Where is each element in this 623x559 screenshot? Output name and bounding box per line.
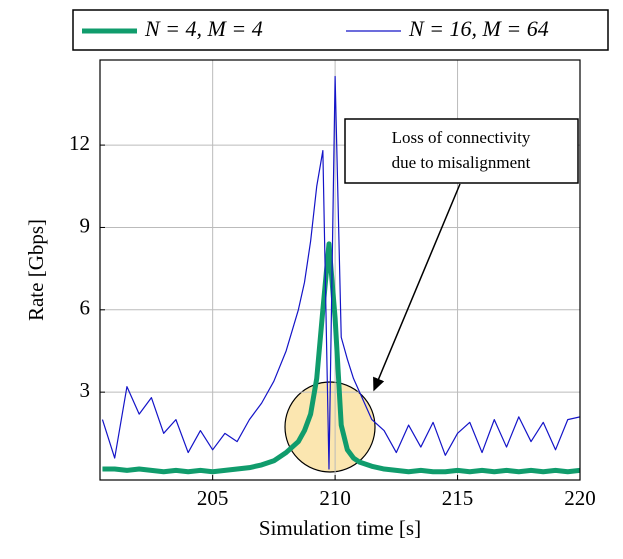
x-tick-label: 205 <box>197 486 229 510</box>
y-tick-label: 9 <box>80 213 91 237</box>
y-tick-label: 6 <box>80 296 91 320</box>
series-line <box>102 241 580 475</box>
annotation-arrow <box>373 183 461 392</box>
annotation-line: due to misalignment <box>392 153 531 172</box>
plot-frame <box>99 59 581 481</box>
y-tick-label: 3 <box>80 378 91 402</box>
legend-label: N = 4, M = 4 <box>144 16 263 41</box>
annotation-line: Loss of connectivity <box>392 128 531 147</box>
x-tick-label: 215 <box>442 486 474 510</box>
x-axis-label: Simulation time [s] <box>259 516 421 540</box>
x-tick-label: 220 <box>564 486 596 510</box>
legend-box <box>72 9 609 51</box>
x-tick-label: 210 <box>319 486 351 510</box>
legend-label: N = 16, M = 64 <box>408 16 549 41</box>
y-axis-label: Rate [Gbps] <box>24 219 48 321</box>
series-line <box>101 75 580 470</box>
y-tick-label: 12 <box>69 131 90 155</box>
annotation-box <box>344 118 579 184</box>
